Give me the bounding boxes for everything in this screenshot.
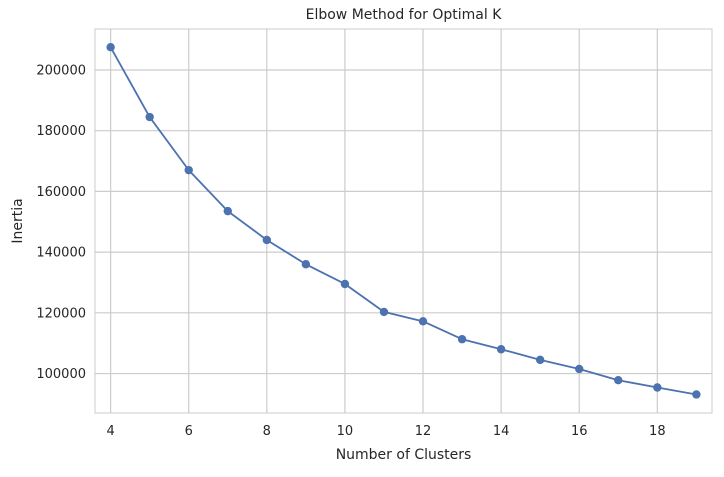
data-point [418, 317, 428, 326]
x-tick-label: 8 [263, 424, 271, 439]
data-point [145, 112, 154, 122]
chart-title: Elbow Method for Optimal K [306, 7, 503, 23]
data-point [653, 383, 662, 392]
data-point [496, 345, 506, 354]
y-tick-label: 200000 [36, 63, 86, 78]
data-point [692, 390, 701, 399]
plot-frame [94, 28, 713, 414]
x-tick-label: 10 [337, 424, 354, 439]
y-tick-label: 140000 [36, 246, 86, 261]
x-tick-label: 12 [415, 424, 432, 439]
x-tick-label: 18 [649, 424, 666, 439]
data-point [614, 376, 623, 385]
data-point [575, 364, 584, 374]
y-tick-label: 160000 [36, 185, 86, 200]
y-tick-label: 180000 [36, 124, 86, 139]
y-axis-label: Inertia [10, 198, 26, 243]
x-tick-label: 4 [106, 424, 114, 439]
data-point [223, 206, 232, 216]
data-point [106, 43, 115, 52]
x-tick-label: 14 [493, 424, 510, 439]
y-tick-label: 100000 [36, 367, 86, 382]
x-tick-label: 6 [185, 424, 193, 439]
data-point [340, 279, 350, 289]
series-layer [106, 43, 701, 399]
data-point [379, 307, 389, 317]
data-point [301, 260, 311, 269]
plot-background [95, 29, 712, 413]
x-axis-label: Number of Clusters [336, 447, 472, 463]
data-point [184, 165, 193, 175]
data-point [262, 235, 272, 245]
series-line [109, 46, 697, 396]
x-tick-label: 16 [571, 424, 588, 439]
x-tick-labels: 4 6 8 10 12 14 16 18 [106, 424, 665, 439]
data-point [457, 335, 467, 344]
y-tick-label: 120000 [36, 306, 86, 321]
y-tick-labels: 100000 120000 140000 160000 180000 200000 [36, 63, 86, 382]
data-point [535, 355, 545, 365]
grid-layer [95, 29, 712, 413]
